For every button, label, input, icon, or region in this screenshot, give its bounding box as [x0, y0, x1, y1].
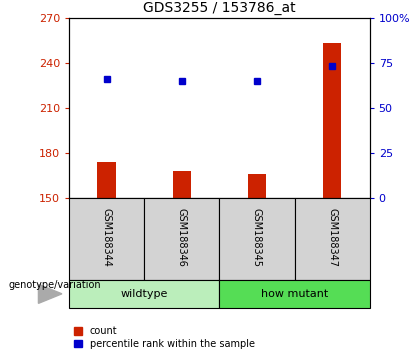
Text: GSM188345: GSM188345 [252, 208, 262, 267]
Text: GSM188346: GSM188346 [177, 208, 187, 267]
Text: genotype/variation: genotype/variation [8, 280, 101, 290]
Text: wildtype: wildtype [121, 289, 168, 299]
Bar [294, 198, 370, 280]
Bar [248, 174, 266, 198]
Text: how mutant: how mutant [261, 289, 328, 299]
Text: GSM188344: GSM188344 [102, 208, 112, 267]
Bar [173, 171, 191, 198]
Text: GSM188347: GSM188347 [327, 208, 337, 267]
Bar [69, 280, 220, 308]
Title: GDS3255 / 153786_at: GDS3255 / 153786_at [143, 1, 296, 15]
Bar [69, 198, 144, 280]
Bar [144, 198, 220, 280]
Bar [97, 162, 116, 198]
Legend: count, percentile rank within the sample: count, percentile rank within the sample [74, 326, 255, 349]
Polygon shape [39, 284, 62, 303]
Bar [220, 198, 294, 280]
Bar [220, 280, 370, 308]
Bar [323, 43, 341, 198]
